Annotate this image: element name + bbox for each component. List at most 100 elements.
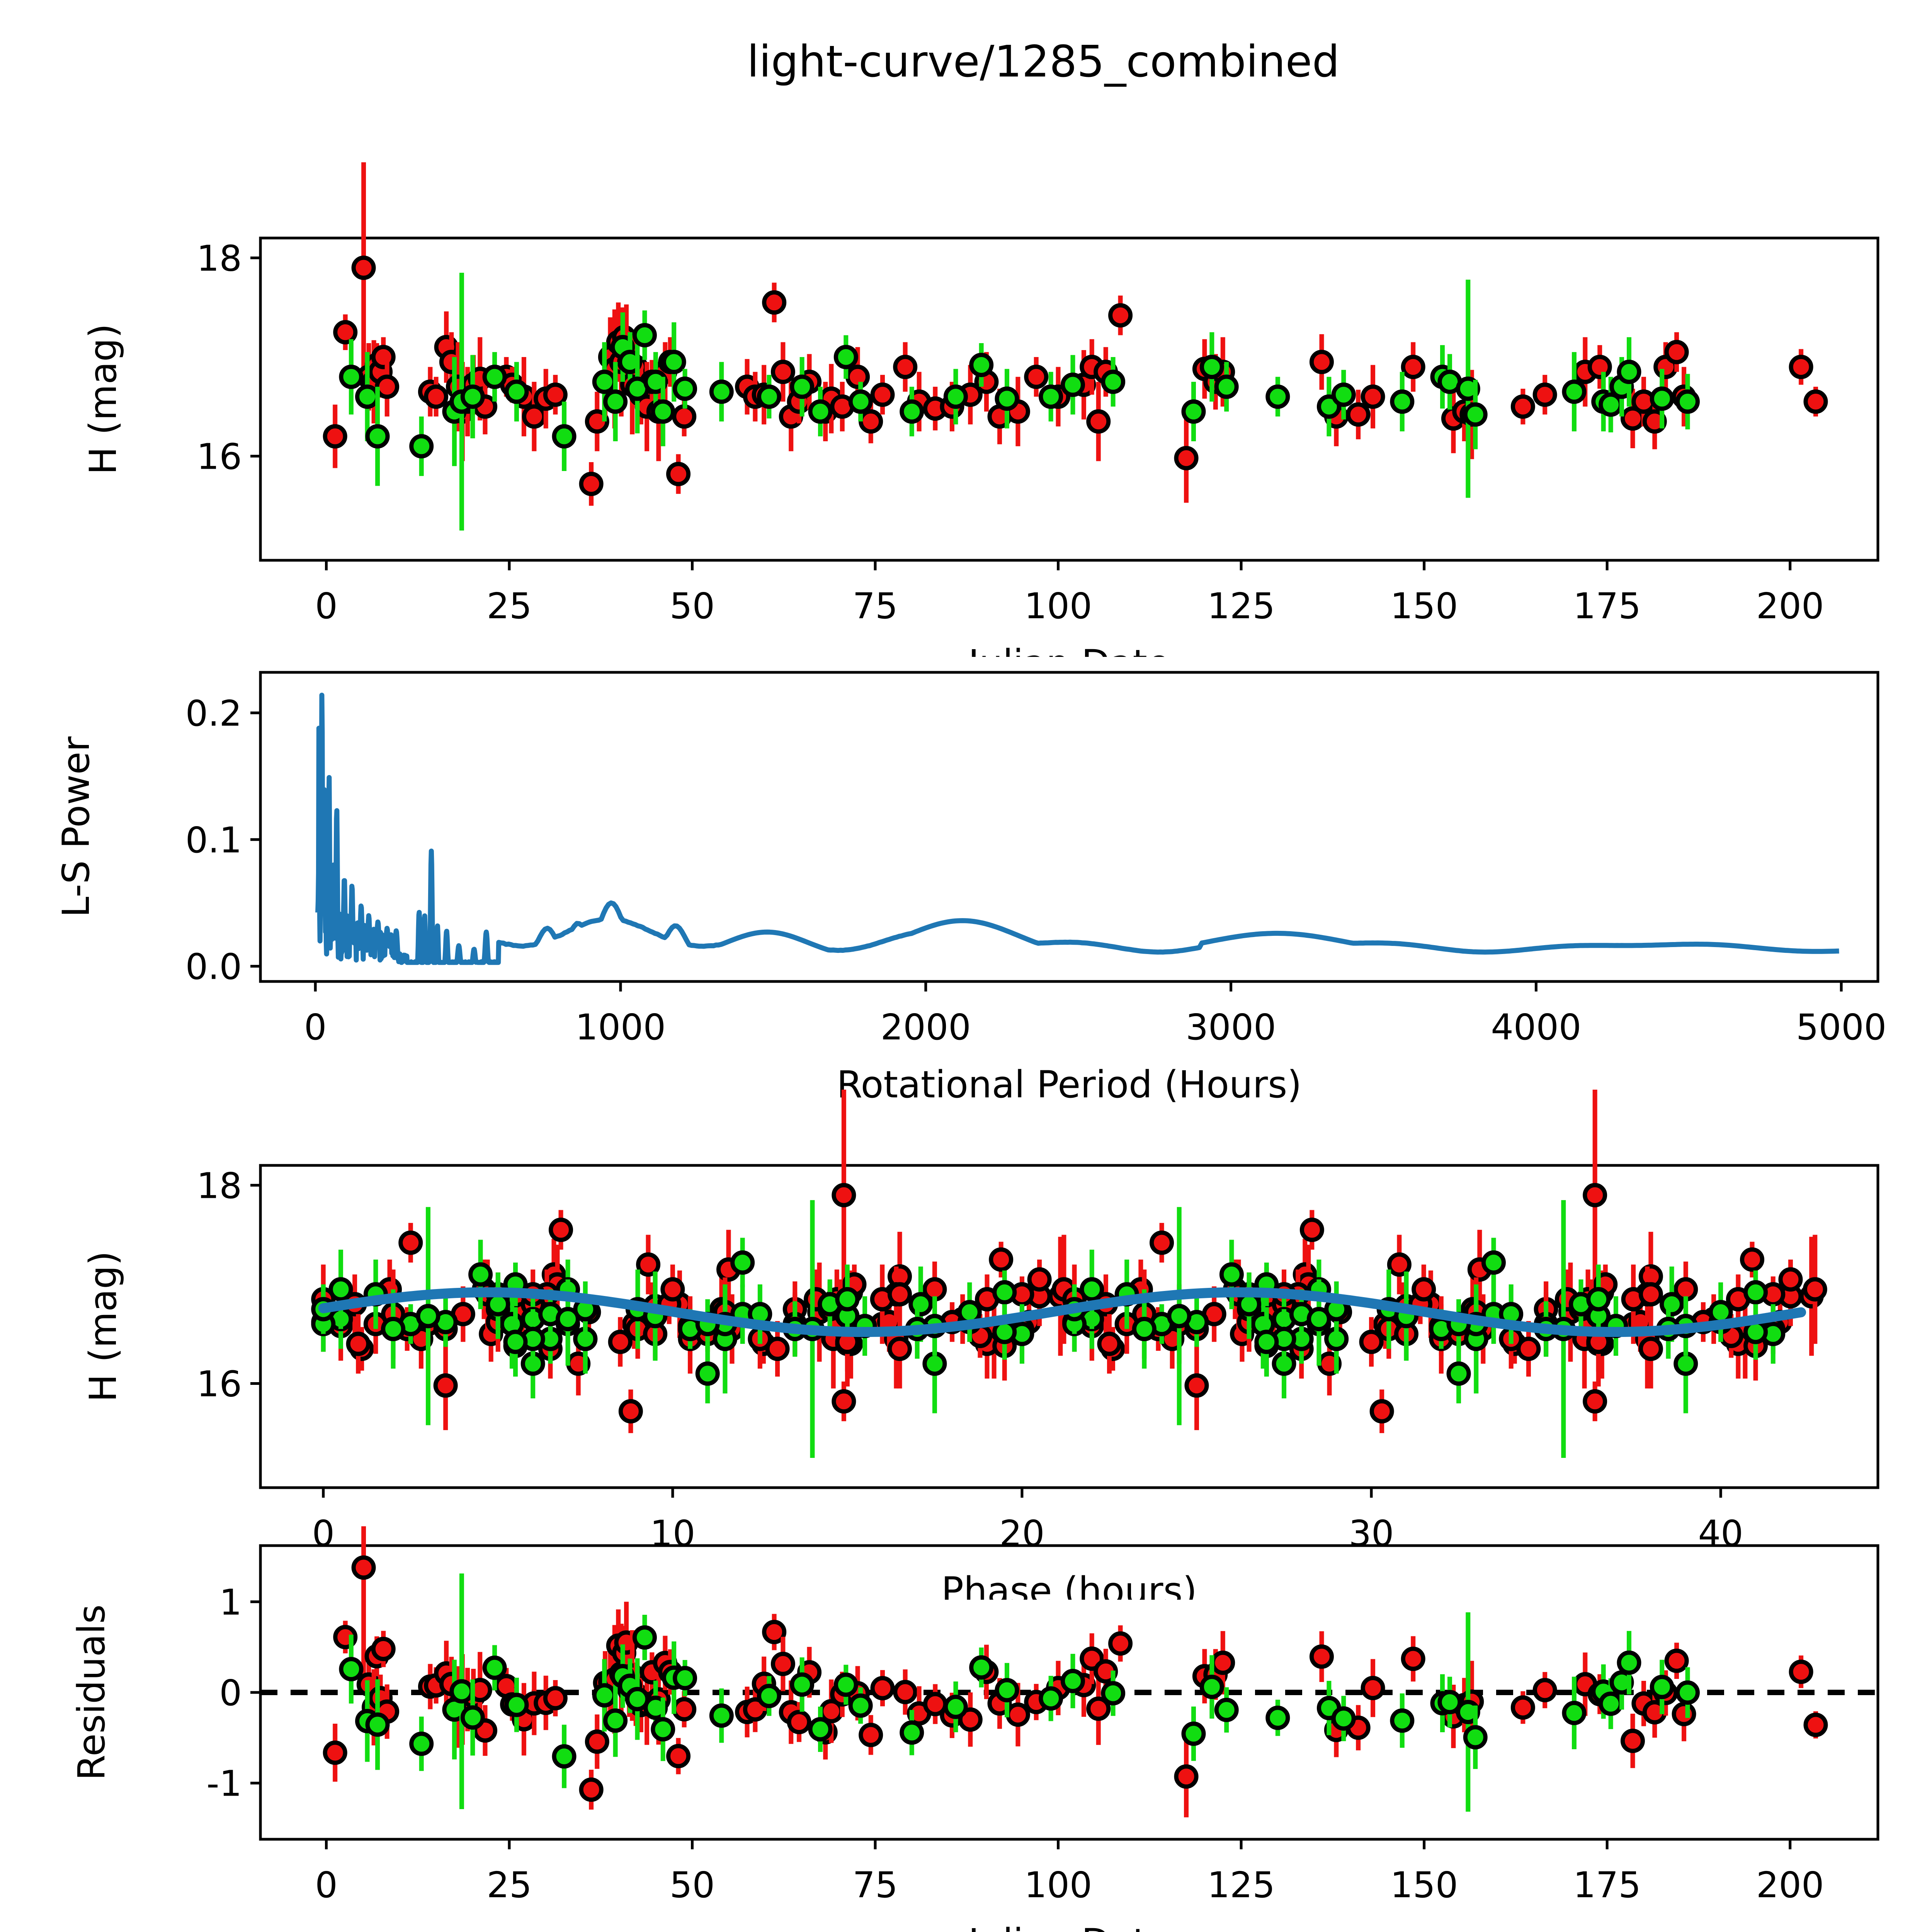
data-point-green-filter	[833, 345, 858, 369]
residual-point-green-filter	[1390, 1708, 1415, 1733]
data-point-red-filter	[1361, 384, 1385, 409]
data-point-red-filter	[1024, 364, 1049, 389]
x-axis-label: Rotational Period (Hours)	[837, 1063, 1302, 1106]
panel-residuals: 0 25 50 75 100 125 150 175 200 -1 0 1 Julian Date Res…	[0, 1526, 1932, 1932]
data-point-green-filter	[381, 1316, 406, 1341]
data-point-red-filter	[1638, 1282, 1663, 1307]
data-point-green-filter	[908, 1292, 933, 1316]
residual-point-green-filter	[1599, 1691, 1623, 1716]
data-point-green-filter	[1265, 384, 1290, 409]
residual-point-red-filter	[543, 1686, 568, 1711]
residual-point-green-filter	[1437, 1690, 1462, 1714]
data-point-red-filter	[893, 355, 918, 379]
data-point-red-filter	[636, 1252, 661, 1277]
data-point-green-filter	[409, 434, 434, 459]
x-tick-label: 5000	[1796, 1007, 1886, 1048]
x-tick-label: 100	[1024, 585, 1092, 627]
data-point-red-filter	[424, 384, 449, 409]
residual-point-red-filter	[579, 1777, 604, 1802]
data-point-green-filter	[504, 379, 529, 404]
data-point-green-filter	[1181, 399, 1206, 424]
x-tick-label: 1000	[575, 1007, 666, 1048]
data-point-green-filter	[592, 369, 617, 394]
data-point-green-filter	[730, 1250, 755, 1275]
data-point-green-filter	[328, 1277, 353, 1302]
data-point-green-filter	[365, 424, 390, 449]
x-tick-label: 125	[1207, 585, 1275, 627]
data-point-green-filter	[552, 424, 577, 449]
data-point-red-filter	[1638, 1337, 1663, 1361]
y-axis-label: L-S Power	[54, 736, 98, 917]
y-tick-label: 0.2	[185, 693, 242, 734]
residual-point-green-filter	[709, 1703, 734, 1728]
residual-point-green-filter	[969, 1655, 994, 1680]
residual-point-green-filter	[1562, 1701, 1587, 1725]
data-point-red-filter	[765, 1337, 790, 1361]
data-point-red-filter	[1309, 350, 1334, 374]
x-tick-label: 0	[315, 585, 338, 627]
residual-point-green-filter	[449, 1679, 474, 1704]
residual-point-red-filter	[323, 1740, 347, 1765]
data-point-green-filter	[503, 1330, 528, 1354]
data-point-green-filter	[1586, 1287, 1611, 1311]
data-point-red-filter	[1097, 1332, 1122, 1356]
data-point-red-filter	[543, 382, 568, 407]
residual-point-red-filter	[1309, 1644, 1334, 1669]
residual-point-green-filter	[552, 1744, 577, 1769]
data-point-green-filter	[662, 350, 686, 374]
data-point-red-filter	[859, 409, 883, 434]
residual-point-red-filter	[1361, 1676, 1385, 1701]
x-tick-label: 20	[999, 1513, 1044, 1554]
data-point-red-filter	[1299, 1218, 1324, 1242]
sinusoid-fit-curve	[318, 1287, 1806, 1337]
data-point-green-filter	[969, 352, 994, 377]
residual-point-green-filter	[1265, 1706, 1290, 1730]
x-axis-label: Julian Date	[966, 1921, 1170, 1932]
x-tick-label: 10	[650, 1513, 695, 1554]
x-tick-label: 100	[1024, 1864, 1092, 1906]
data-point-green-filter	[835, 1287, 860, 1311]
periodogram-line	[315, 692, 1839, 965]
data-point-green-filter	[695, 1361, 720, 1386]
data-point-green-filter	[651, 399, 675, 424]
residual-point-green-filter	[603, 1708, 628, 1733]
data-point-red-filter	[888, 1337, 912, 1361]
axes-frame	[259, 671, 1879, 983]
data-point-red-filter	[1108, 303, 1133, 328]
data-point-red-filter	[433, 1373, 458, 1398]
x-tick-label: 0	[304, 1007, 327, 1048]
x-tick-label: 150	[1390, 1864, 1458, 1906]
data-point-green-filter	[355, 384, 380, 409]
data-point-green-filter	[603, 389, 628, 414]
residual-point-green-filter	[995, 1678, 1019, 1702]
residual-point-green-filter	[790, 1672, 815, 1697]
x-tick-label: 0	[312, 1513, 335, 1554]
data-point-green-filter	[1132, 1316, 1156, 1341]
residual-point-green-filter	[1199, 1675, 1224, 1699]
panel-periodogram: 0 1000 2000 3000 4000 5000 0.0 0.1 0.2 Rotational…	[0, 626, 1932, 1113]
data-point-red-filter	[989, 1247, 1014, 1272]
residual-point-red-filter	[1620, 1728, 1645, 1753]
data-point-green-filter	[790, 374, 815, 399]
data-point-green-filter	[1101, 369, 1126, 394]
y-axis-label: H (mag)	[82, 324, 125, 475]
residual-point-red-filter	[859, 1723, 883, 1747]
data-point-green-filter	[1675, 389, 1700, 414]
data-point-red-filter	[1583, 1389, 1607, 1414]
data-point-red-filter	[1516, 1337, 1541, 1361]
data-point-red-filter	[888, 1282, 912, 1307]
x-tick-label: 50	[670, 1864, 715, 1906]
residual-point-green-filter	[1181, 1721, 1206, 1746]
x-axis-label: Phase (hours)	[941, 1569, 1197, 1600]
data-point-green-filter	[1617, 359, 1641, 384]
residual-point-red-filter	[351, 1555, 376, 1580]
axes-frame	[259, 1164, 1879, 1489]
residual-point-red-filter	[762, 1620, 787, 1645]
data-point-green-filter	[757, 384, 781, 409]
y-tick-label: -1	[206, 1763, 242, 1804]
residual-point-red-filter	[1789, 1660, 1813, 1684]
residual-point-green-filter	[482, 1655, 507, 1680]
residual-point-green-filter	[592, 1683, 617, 1708]
residual-point-red-filter	[585, 1729, 609, 1754]
data-point-green-filter	[1673, 1351, 1698, 1376]
